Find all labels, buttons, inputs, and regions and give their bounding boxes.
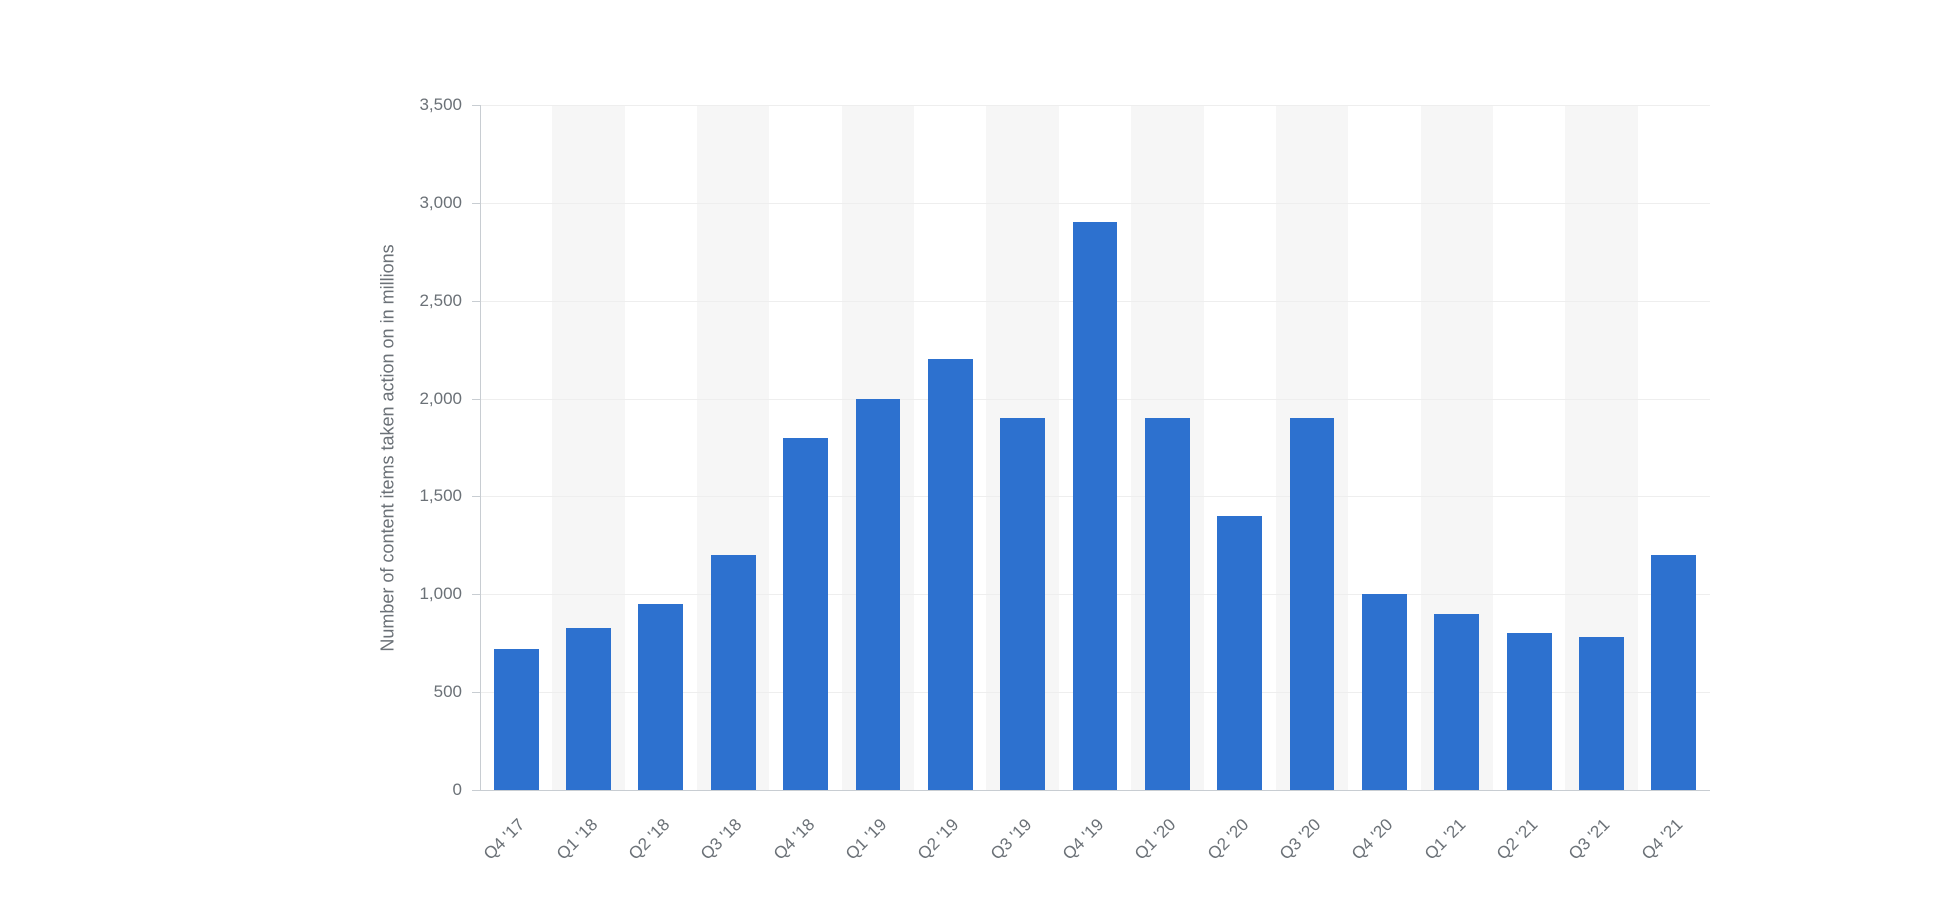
x-axis-line — [480, 790, 1710, 791]
y-tick-mark — [472, 790, 480, 791]
x-tick-label: Q4 '17 — [480, 815, 529, 864]
x-tick-label: Q2 '18 — [625, 815, 674, 864]
y-tick-mark — [472, 301, 480, 302]
grid-line — [480, 105, 1710, 106]
y-tick-label: 3,000 — [419, 193, 462, 213]
y-tick-mark — [472, 496, 480, 497]
bar — [1651, 555, 1696, 790]
x-tick-label: Q3 '20 — [1276, 815, 1325, 864]
x-tick-label: Q4 '18 — [769, 815, 818, 864]
x-tick-label: Q4 '20 — [1348, 815, 1397, 864]
x-tick-label: Q1 '20 — [1131, 815, 1180, 864]
bar-chart: 05001,0001,5002,0002,5003,0003,500Q4 '17… — [480, 105, 1710, 790]
y-tick-label: 3,500 — [419, 95, 462, 115]
y-tick-mark — [472, 399, 480, 400]
y-axis-title: Number of content items taken action on … — [378, 244, 399, 651]
plot-area — [480, 105, 1710, 790]
bar — [638, 604, 683, 790]
y-tick-label: 1,500 — [419, 486, 462, 506]
bar — [1579, 637, 1624, 790]
y-tick-label: 500 — [434, 682, 462, 702]
y-tick-mark — [472, 594, 480, 595]
bar — [566, 628, 611, 790]
y-tick-label: 2,000 — [419, 389, 462, 409]
bar — [1000, 418, 1045, 790]
bar — [494, 649, 539, 790]
y-tick-label: 0 — [453, 780, 462, 800]
bar — [783, 438, 828, 790]
y-tick-mark — [472, 692, 480, 693]
x-tick-label: Q2 '21 — [1493, 815, 1542, 864]
x-tick-label: Q2 '20 — [1204, 815, 1253, 864]
x-tick-label: Q3 '18 — [697, 815, 746, 864]
bar — [1434, 614, 1479, 790]
bar — [1362, 594, 1407, 790]
bar — [1145, 418, 1190, 790]
y-tick-mark — [472, 105, 480, 106]
x-tick-label: Q4 '21 — [1638, 815, 1687, 864]
y-tick-label: 1,000 — [419, 584, 462, 604]
grid-line — [480, 203, 1710, 204]
bar — [856, 399, 901, 790]
x-tick-label: Q1 '19 — [842, 815, 891, 864]
x-tick-label: Q1 '21 — [1421, 815, 1470, 864]
bar — [1073, 222, 1118, 790]
x-tick-label: Q1 '18 — [552, 815, 601, 864]
x-tick-label: Q4 '19 — [1059, 815, 1108, 864]
x-tick-label: Q3 '19 — [987, 815, 1036, 864]
bar — [1290, 418, 1335, 790]
bar — [928, 359, 973, 790]
bar — [711, 555, 756, 790]
y-axis-line — [480, 105, 481, 790]
y-tick-label: 2,500 — [419, 291, 462, 311]
bar — [1217, 516, 1262, 790]
y-tick-mark — [472, 203, 480, 204]
x-tick-label: Q3 '21 — [1565, 815, 1614, 864]
x-tick-label: Q2 '19 — [914, 815, 963, 864]
bar — [1507, 633, 1552, 790]
